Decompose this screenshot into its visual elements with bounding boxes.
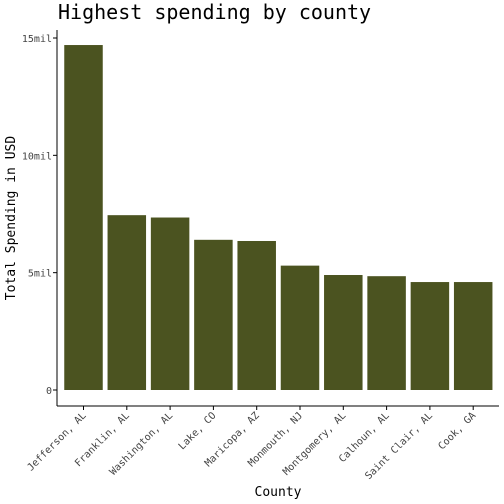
x-axis-title: County: [255, 485, 302, 500]
y-axis: 0 5mil 10mil 15mil: [22, 30, 58, 406]
bar: [410, 282, 450, 390]
bars-group: [64, 45, 493, 390]
bar: [194, 239, 233, 390]
x-tick-label: Cook, GA: [436, 410, 478, 452]
y-tick-label: 5mil: [28, 269, 52, 280]
y-tick-label: 15mil: [22, 34, 52, 45]
bar: [367, 276, 406, 390]
bar: [237, 240, 276, 390]
bar: [453, 282, 493, 390]
y-tick-label: 10mil: [22, 151, 52, 162]
bar: [64, 45, 103, 390]
bar: [280, 265, 320, 390]
chart-title: Highest spending by county: [58, 0, 371, 24]
bar: [150, 217, 190, 390]
x-tick-label: Lake, CO: [177, 410, 219, 452]
bar: [107, 215, 147, 390]
bar: [324, 275, 363, 390]
y-tick-label: 0: [46, 386, 52, 397]
y-axis-title: Total Spending in USD: [4, 136, 19, 301]
